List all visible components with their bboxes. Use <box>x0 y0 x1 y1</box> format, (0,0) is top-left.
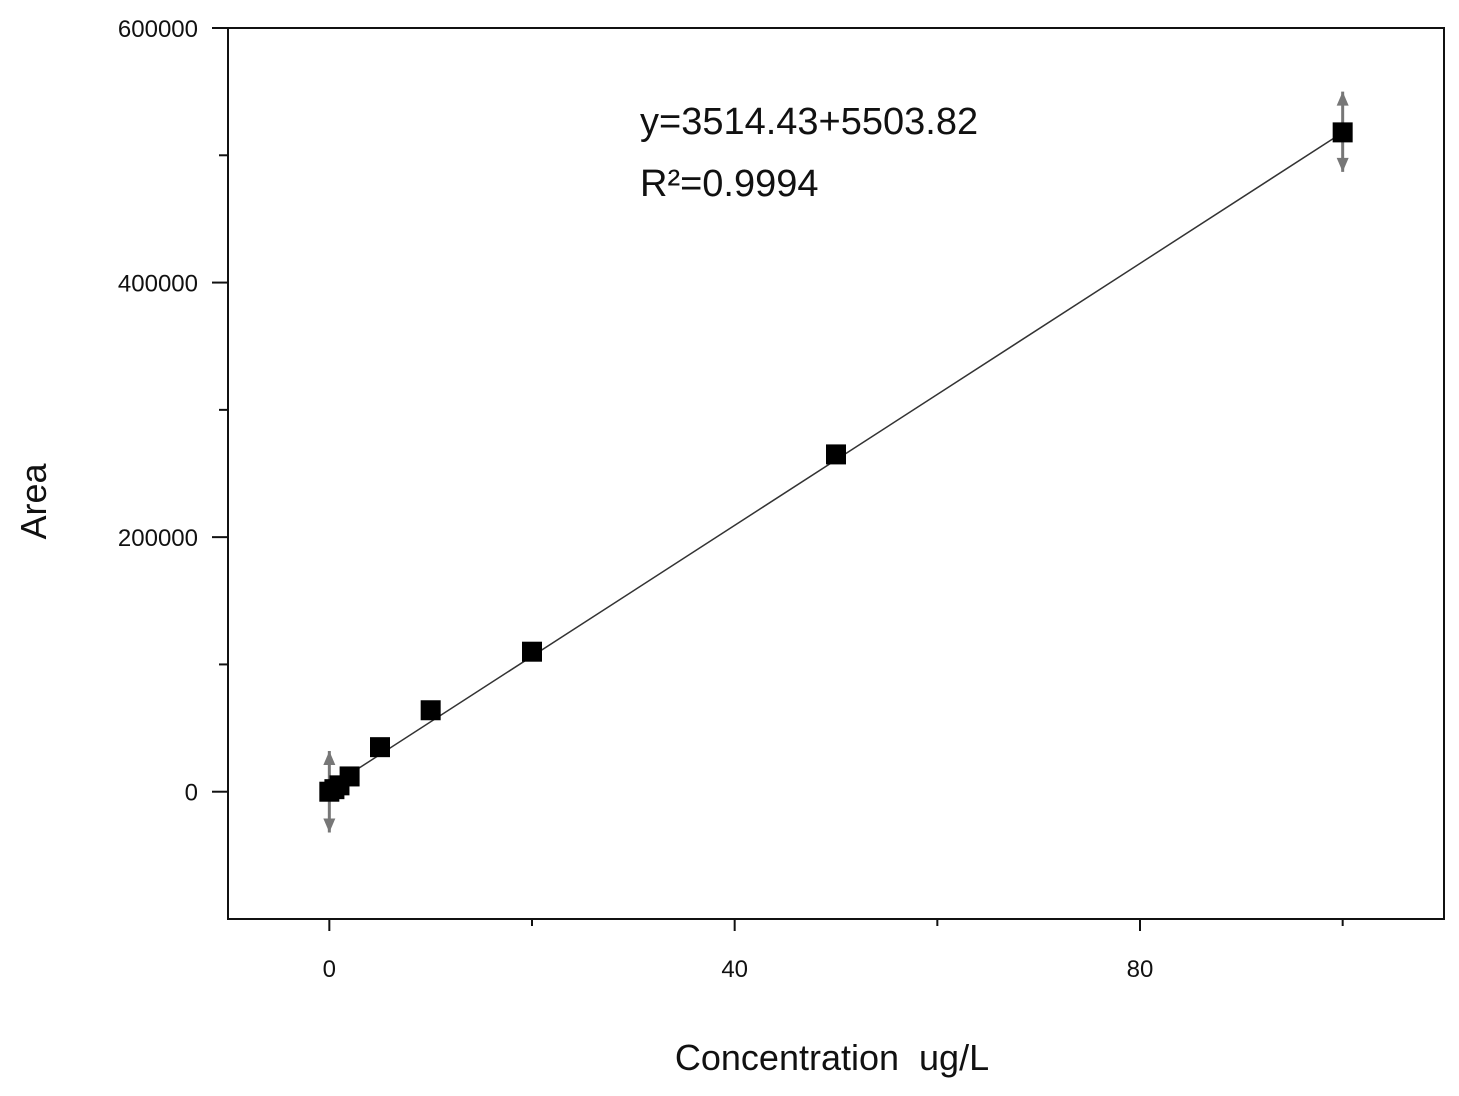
x-tick-label: 80 <box>1127 956 1154 983</box>
axis-tick-labels: 0 40 80 0 200000 400000 600000 <box>118 16 1153 983</box>
error-bar-cap-top <box>1336 91 1349 106</box>
x-axis-title: Concentration ug/L <box>675 1037 989 1078</box>
x-tick-label: 40 <box>721 956 748 983</box>
r-squared-annotation: R²=0.9994 <box>640 163 819 205</box>
data-point <box>522 641 542 662</box>
data-point <box>1332 122 1353 143</box>
data-point <box>370 737 390 758</box>
y-tick-label: 400000 <box>118 271 198 298</box>
data-point <box>339 766 360 787</box>
y-tick-label: 0 <box>185 780 198 807</box>
y-axis-title: Area <box>13 463 54 540</box>
data-points <box>319 122 1353 802</box>
error-bar-cap-bottom <box>323 818 336 833</box>
y-tick-label: 200000 <box>118 525 198 552</box>
axis-ticks <box>212 27 1344 931</box>
data-point <box>826 444 846 465</box>
y-tick-label: 600000 <box>118 16 198 43</box>
data-point <box>420 700 441 721</box>
fit-equation-annotation: y=3514.43+5503.82 <box>640 101 978 143</box>
x-tick-label: 0 <box>323 956 336 983</box>
error-bar-cap-top <box>323 750 336 765</box>
error-bar-cap-bottom <box>1336 157 1349 172</box>
plot-area-frame <box>227 27 1445 920</box>
